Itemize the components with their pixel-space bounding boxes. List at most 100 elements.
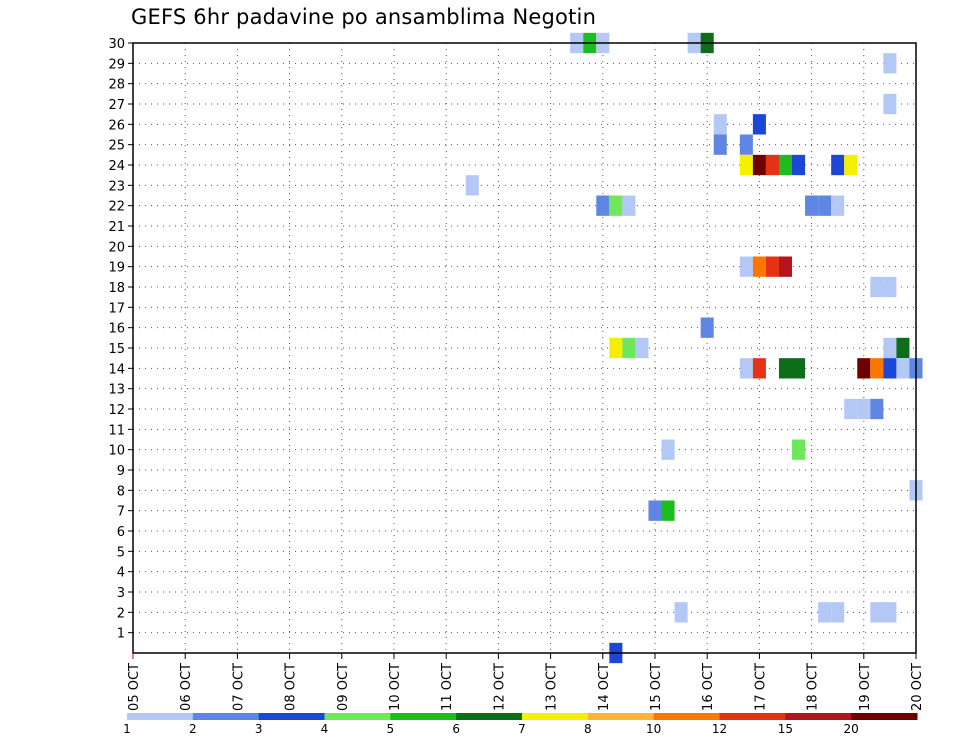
legend-label: 8: [584, 722, 592, 736]
y-tick-label: 14: [108, 362, 125, 377]
x-tick-label: 09 OCT: [336, 663, 351, 711]
heatmap-cell: [870, 602, 884, 623]
heatmap-cell: [870, 398, 884, 420]
y-tick-label: 28: [108, 78, 125, 93]
heatmap-cell: [844, 398, 858, 420]
heatmap-cell: [739, 358, 753, 379]
legend-swatch: [324, 713, 391, 720]
heatmap-cell: [596, 195, 610, 216]
x-tick-label: 08 OCT: [284, 663, 299, 711]
heatmap-cell: [622, 337, 636, 359]
y-tick-label: 22: [108, 200, 125, 215]
legend-swatch: [456, 713, 523, 720]
y-tick-label: 17: [108, 301, 125, 316]
y-tick-label: 25: [108, 139, 125, 154]
legend-label: 1: [123, 722, 131, 736]
x-tick-label: 10 OCT: [388, 663, 403, 711]
legend-swatch: [587, 713, 655, 720]
legend-label: 6: [452, 722, 460, 736]
y-tick-label: 13: [108, 383, 125, 398]
x-tick-label: 06 OCT: [179, 663, 194, 711]
y-tick-label: 1: [117, 627, 125, 642]
heatmap-cell: [792, 154, 806, 176]
x-tick-label: 13 OCT: [545, 663, 560, 711]
heatmap-cell: [792, 358, 806, 379]
legend-label: 12: [712, 722, 727, 736]
heatmap-cell: [765, 154, 779, 176]
heatmap-cell: [713, 134, 727, 155]
heatmap-cell: [778, 256, 793, 277]
legend-swatch: [851, 713, 918, 720]
y-tick-label: 24: [108, 159, 125, 174]
heatmap-cell: [661, 439, 675, 460]
x-tick-label: 07 OCT: [231, 663, 246, 711]
y-axis: 1234567891011121314151617181920212223242…: [108, 37, 133, 642]
y-tick-label: 10: [108, 444, 125, 459]
heatmap-cell: [778, 154, 793, 176]
x-tick-label: 12 OCT: [492, 663, 507, 711]
heatmap-cell: [700, 317, 714, 338]
heatmap-cell: [857, 358, 871, 379]
heatmap-cell: [661, 500, 675, 521]
y-tick-label: 11: [108, 423, 125, 438]
y-tick-label: 26: [108, 118, 125, 133]
heatmap-cell: [857, 398, 871, 420]
x-tick-label: 16 OCT: [701, 663, 716, 711]
x-tick-label: 17 OCT: [753, 663, 768, 711]
x-axis: 05 OCT 06 OCT 07 OCT 08 OCT 09 OCT 10 OCT 11 O…: [127, 653, 925, 711]
legend-swatch: [192, 713, 260, 720]
heatmap-cell: [765, 256, 779, 277]
heatmap-cell: [739, 256, 753, 277]
y-tick-label: 30: [108, 37, 125, 52]
legend-swatch: [390, 713, 457, 720]
heatmap-cell: [609, 195, 623, 216]
y-tick-label: 21: [108, 220, 125, 235]
chart-title: GEFS 6hr padavine po ansamblima Negotin: [131, 5, 597, 29]
heatmap-cell: [674, 602, 688, 623]
legend-label: 10: [646, 722, 661, 736]
legend-label: 7: [518, 722, 526, 736]
heatmap-cell: [713, 114, 727, 135]
y-tick-label: 5: [117, 545, 125, 560]
y-tick-label: 27: [108, 98, 125, 113]
heatmap-cell: [648, 500, 662, 521]
legend-swatch: [785, 713, 852, 720]
heatmap-cell: [870, 276, 884, 298]
x-tick-label: 15 OCT: [649, 663, 664, 711]
legend-label: 15: [778, 722, 793, 736]
plot-frame: [132, 42, 917, 654]
x-tick-label: 18 OCT: [806, 663, 821, 711]
x-tick-label: 19 OCT: [858, 663, 873, 711]
y-tick-label: 9: [117, 464, 125, 479]
heatmap-cell: [465, 175, 479, 196]
heatmap-cell: [883, 53, 897, 74]
y-tick-label: 18: [108, 281, 125, 296]
legend-label: 3: [255, 722, 263, 736]
heatmap-cell: [883, 337, 897, 359]
heatmap-cell: [752, 154, 766, 176]
y-tick-label: 8: [117, 484, 125, 499]
x-tick-label: 20 OCT: [910, 663, 925, 711]
grid-lines: [133, 42, 916, 653]
legend-swatch: [522, 713, 589, 720]
legend-swatch: [653, 713, 720, 720]
heatmap-cell: [870, 358, 884, 379]
heatmap-cell: [805, 195, 819, 216]
legend-label: 20: [844, 722, 859, 736]
color-legend: 1 2 3 4 5 6 7 8 10 12 15 20: [123, 713, 918, 736]
legend-label: 4: [321, 722, 329, 736]
y-tick-label: 29: [108, 57, 125, 72]
heatmap-cell: [883, 358, 897, 379]
y-tick-label: 19: [108, 261, 125, 276]
heatmap-cell: [818, 195, 832, 216]
heatmap-cell: [844, 154, 858, 176]
heatmap-cell: [622, 195, 636, 216]
heatmap-cells: [465, 32, 923, 664]
y-tick-label: 6: [117, 525, 125, 540]
x-tick-label: 05 OCT: [127, 663, 142, 711]
y-tick-label: 12: [108, 403, 125, 418]
heatmap-cell: [752, 114, 766, 135]
heatmap-cell: [635, 337, 649, 359]
y-tick-label: 4: [117, 566, 125, 581]
